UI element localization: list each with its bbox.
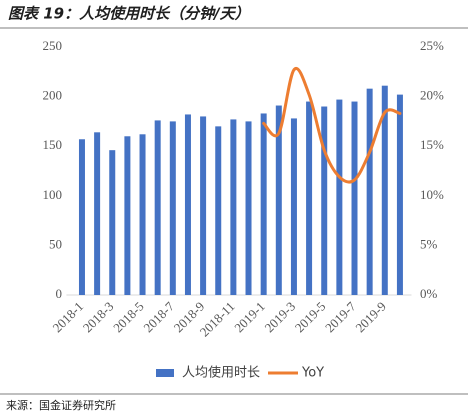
- bar: [336, 99, 343, 296]
- bar: [290, 118, 297, 295]
- source: 来源：国金证券研究所: [6, 398, 116, 412]
- bar: [321, 106, 328, 296]
- bar: [230, 119, 237, 295]
- bar: [169, 121, 176, 296]
- x-tick-label: 2019-3: [262, 299, 299, 336]
- y-tick-label: 0: [56, 286, 63, 301]
- y2-tick-label: 5%: [420, 236, 438, 251]
- bar: [245, 121, 252, 296]
- x-tick-label: 2018-3: [80, 299, 117, 336]
- bar: [124, 136, 131, 295]
- bar: [275, 105, 282, 295]
- y-tick-label: 150: [43, 137, 63, 152]
- line: [262, 66, 402, 184]
- legend-label: YoY: [301, 366, 324, 381]
- x-tick-label: 2019-9: [352, 299, 389, 336]
- x-tick-label: 2018-7: [140, 298, 177, 335]
- legend-swatch: [156, 369, 174, 377]
- bar: [184, 114, 191, 296]
- y2-tick-label: 20%: [420, 88, 444, 103]
- y2-tick-label: 10%: [420, 187, 444, 202]
- bar: [260, 113, 267, 296]
- bar: [396, 94, 403, 295]
- y2-tick-label: 15%: [420, 137, 444, 152]
- y-tick-label: 100: [43, 187, 63, 202]
- bar: [94, 132, 101, 295]
- x-tick-label: 2019-1: [231, 299, 268, 336]
- y-tick-label: 200: [43, 88, 63, 103]
- bar: [154, 120, 161, 296]
- bar: [109, 150, 116, 295]
- chart-title: 图表 19：人均使用时长（分钟/天）: [8, 5, 250, 23]
- bar: [351, 101, 358, 295]
- bar: [306, 101, 313, 295]
- bar: [366, 88, 373, 295]
- y2-tick-label: 0%: [420, 286, 438, 301]
- y-tick-label: 50: [49, 236, 62, 251]
- bar: [381, 85, 388, 295]
- x-tick-label: 2018-5: [110, 299, 147, 336]
- y-tick-label: 250: [43, 38, 63, 53]
- bar: [215, 126, 222, 295]
- x-tick-label: 2019-5: [292, 299, 329, 336]
- legend-label: 人均使用时长: [182, 365, 260, 381]
- y2-tick-label: 25%: [420, 38, 444, 53]
- bar: [78, 139, 85, 295]
- bar: [139, 134, 146, 295]
- x-tick-label: 2018-1: [50, 299, 87, 336]
- x-tick-label: 2019-7: [322, 298, 359, 335]
- bar: [200, 116, 207, 295]
